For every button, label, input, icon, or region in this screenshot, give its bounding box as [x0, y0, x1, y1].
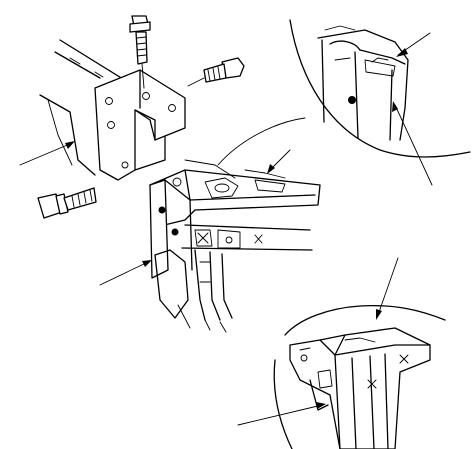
detail-view-bottom [273, 304, 446, 449]
weld-spot-icon [348, 96, 356, 104]
leader-arrow-icon [237, 257, 399, 426]
flange-bolt-icon [37, 187, 97, 219]
cross-member-assembly [149, 159, 321, 333]
nut-bolt-icon [187, 57, 245, 87]
detail-view-top [289, 19, 471, 186]
weld-spot-icon [158, 206, 166, 214]
mounting-bracket [94, 69, 186, 181]
leader-arrow-icon [19, 141, 75, 166]
bolt-icon [129, 15, 151, 89]
leader-arrow-icon [99, 149, 291, 286]
detail-link-arc [217, 117, 306, 166]
weld-spot-icon [171, 228, 179, 236]
